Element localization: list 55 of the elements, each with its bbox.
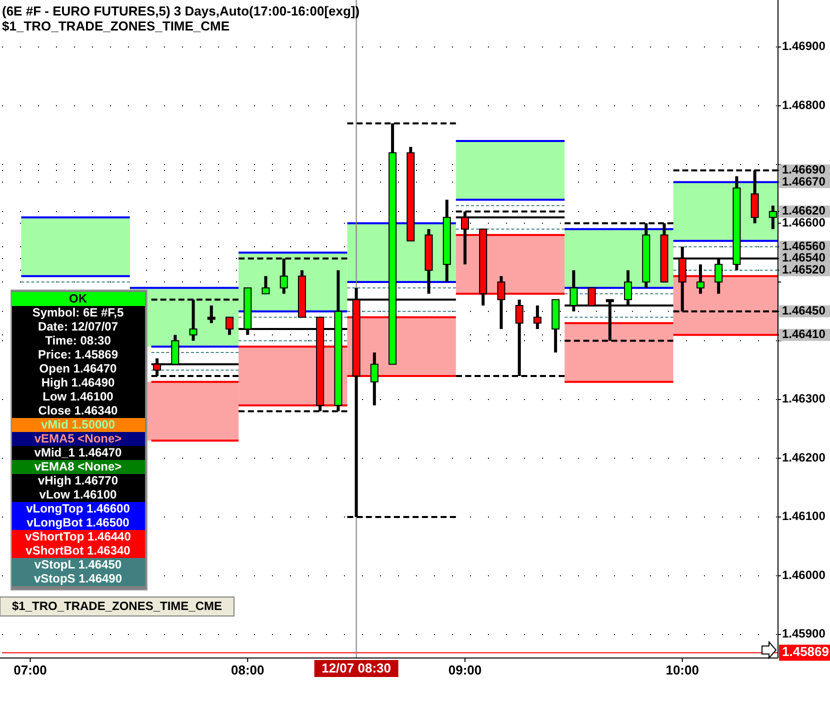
annotation: vHigh 1.46770 — [38, 474, 118, 488]
y-tick-label: 1.46620 — [782, 204, 826, 218]
chart-title: (6E #F - EURO FUTURES,5) 3 Days,Auto(17:00-16:00[exg]) — [2, 3, 360, 18]
annotation: vShortBot 1.46340 — [26, 544, 131, 558]
candlestick — [696, 264, 704, 294]
y-tick-label: 1.46450 — [782, 304, 826, 318]
annotation: vLow 1.46100 — [39, 488, 118, 502]
y-tick-label: 1.46200 — [782, 450, 826, 464]
candlestick — [226, 316, 234, 335]
y-tick-label: 1.46600 — [782, 215, 826, 230]
annotation: vStopS 1.46490 — [34, 572, 122, 586]
ref-line-label: 12/07 08:30 — [322, 660, 392, 676]
annotation: Date: 12/07/07 — [38, 320, 118, 334]
candlestick — [533, 306, 542, 329]
x-tick-label: 09:00 — [448, 662, 482, 678]
annotation: vStopL 1.46450 — [34, 558, 122, 572]
y-tick-label: 1.46560 — [782, 238, 826, 253]
annotation: Symbol: 6E #F,5 — [32, 306, 124, 320]
y-tick-label: 1.46670 — [782, 174, 826, 188]
y-tick-label: 1.46300 — [782, 392, 826, 406]
annotation: Close 1.46340 — [38, 404, 118, 418]
candlestick — [424, 229, 433, 294]
annotation: vLongBot 1.46500 — [26, 516, 130, 530]
candlestick — [442, 200, 451, 282]
annotation: vEMA8 <None> — [34, 460, 122, 474]
annotation: High 1.46490 — [41, 376, 116, 390]
y-tick-label: 1.46800 — [782, 98, 826, 112]
y-tick-label: 1.46900 — [782, 39, 826, 54]
annotation: vShortTop 1.46440 — [25, 530, 132, 544]
annotation: OK — [69, 292, 88, 306]
y-tick-label: 1.46000 — [782, 568, 826, 582]
x-tick-label: 10:00 — [666, 662, 699, 678]
text: $1_TRO_TRADE_ZONES_TIME_CME — [2, 18, 230, 34]
annotation: Open 1.46470 — [39, 362, 118, 376]
y-tick-label: 1.46690 — [782, 162, 826, 177]
annotation: vLongTop 1.46600 — [26, 502, 130, 516]
bar — [456, 141, 565, 200]
annotation: Low 1.46100 — [42, 390, 114, 404]
y-tick-label: 1.46100 — [782, 509, 826, 524]
ref-line-label: 1.45869 — [782, 644, 829, 660]
candlestick — [262, 276, 270, 294]
y-tick-label: 1.46410 — [782, 327, 826, 342]
annotation: vEMA5 <None> — [34, 432, 122, 446]
annotation: vMid 1.50000 — [40, 418, 116, 432]
y-tick-label: 1.46540 — [782, 250, 826, 265]
candlestick — [370, 352, 378, 406]
button: $1_TRO_TRADE_ZONES_TIME_CME — [0, 596, 234, 616]
annotation: Price: 1.45869 — [38, 348, 118, 362]
annotation: Time: 08:30 — [45, 334, 112, 348]
y-tick-label: 1.45900 — [782, 626, 826, 641]
x-tick-label: 07:00 — [14, 662, 47, 678]
x-tick-label: 08:00 — [231, 662, 264, 678]
annotation: vMid_1 1.46470 — [34, 446, 122, 460]
bar — [21, 217, 130, 276]
y-tick-label: 1.46520 — [782, 262, 826, 276]
